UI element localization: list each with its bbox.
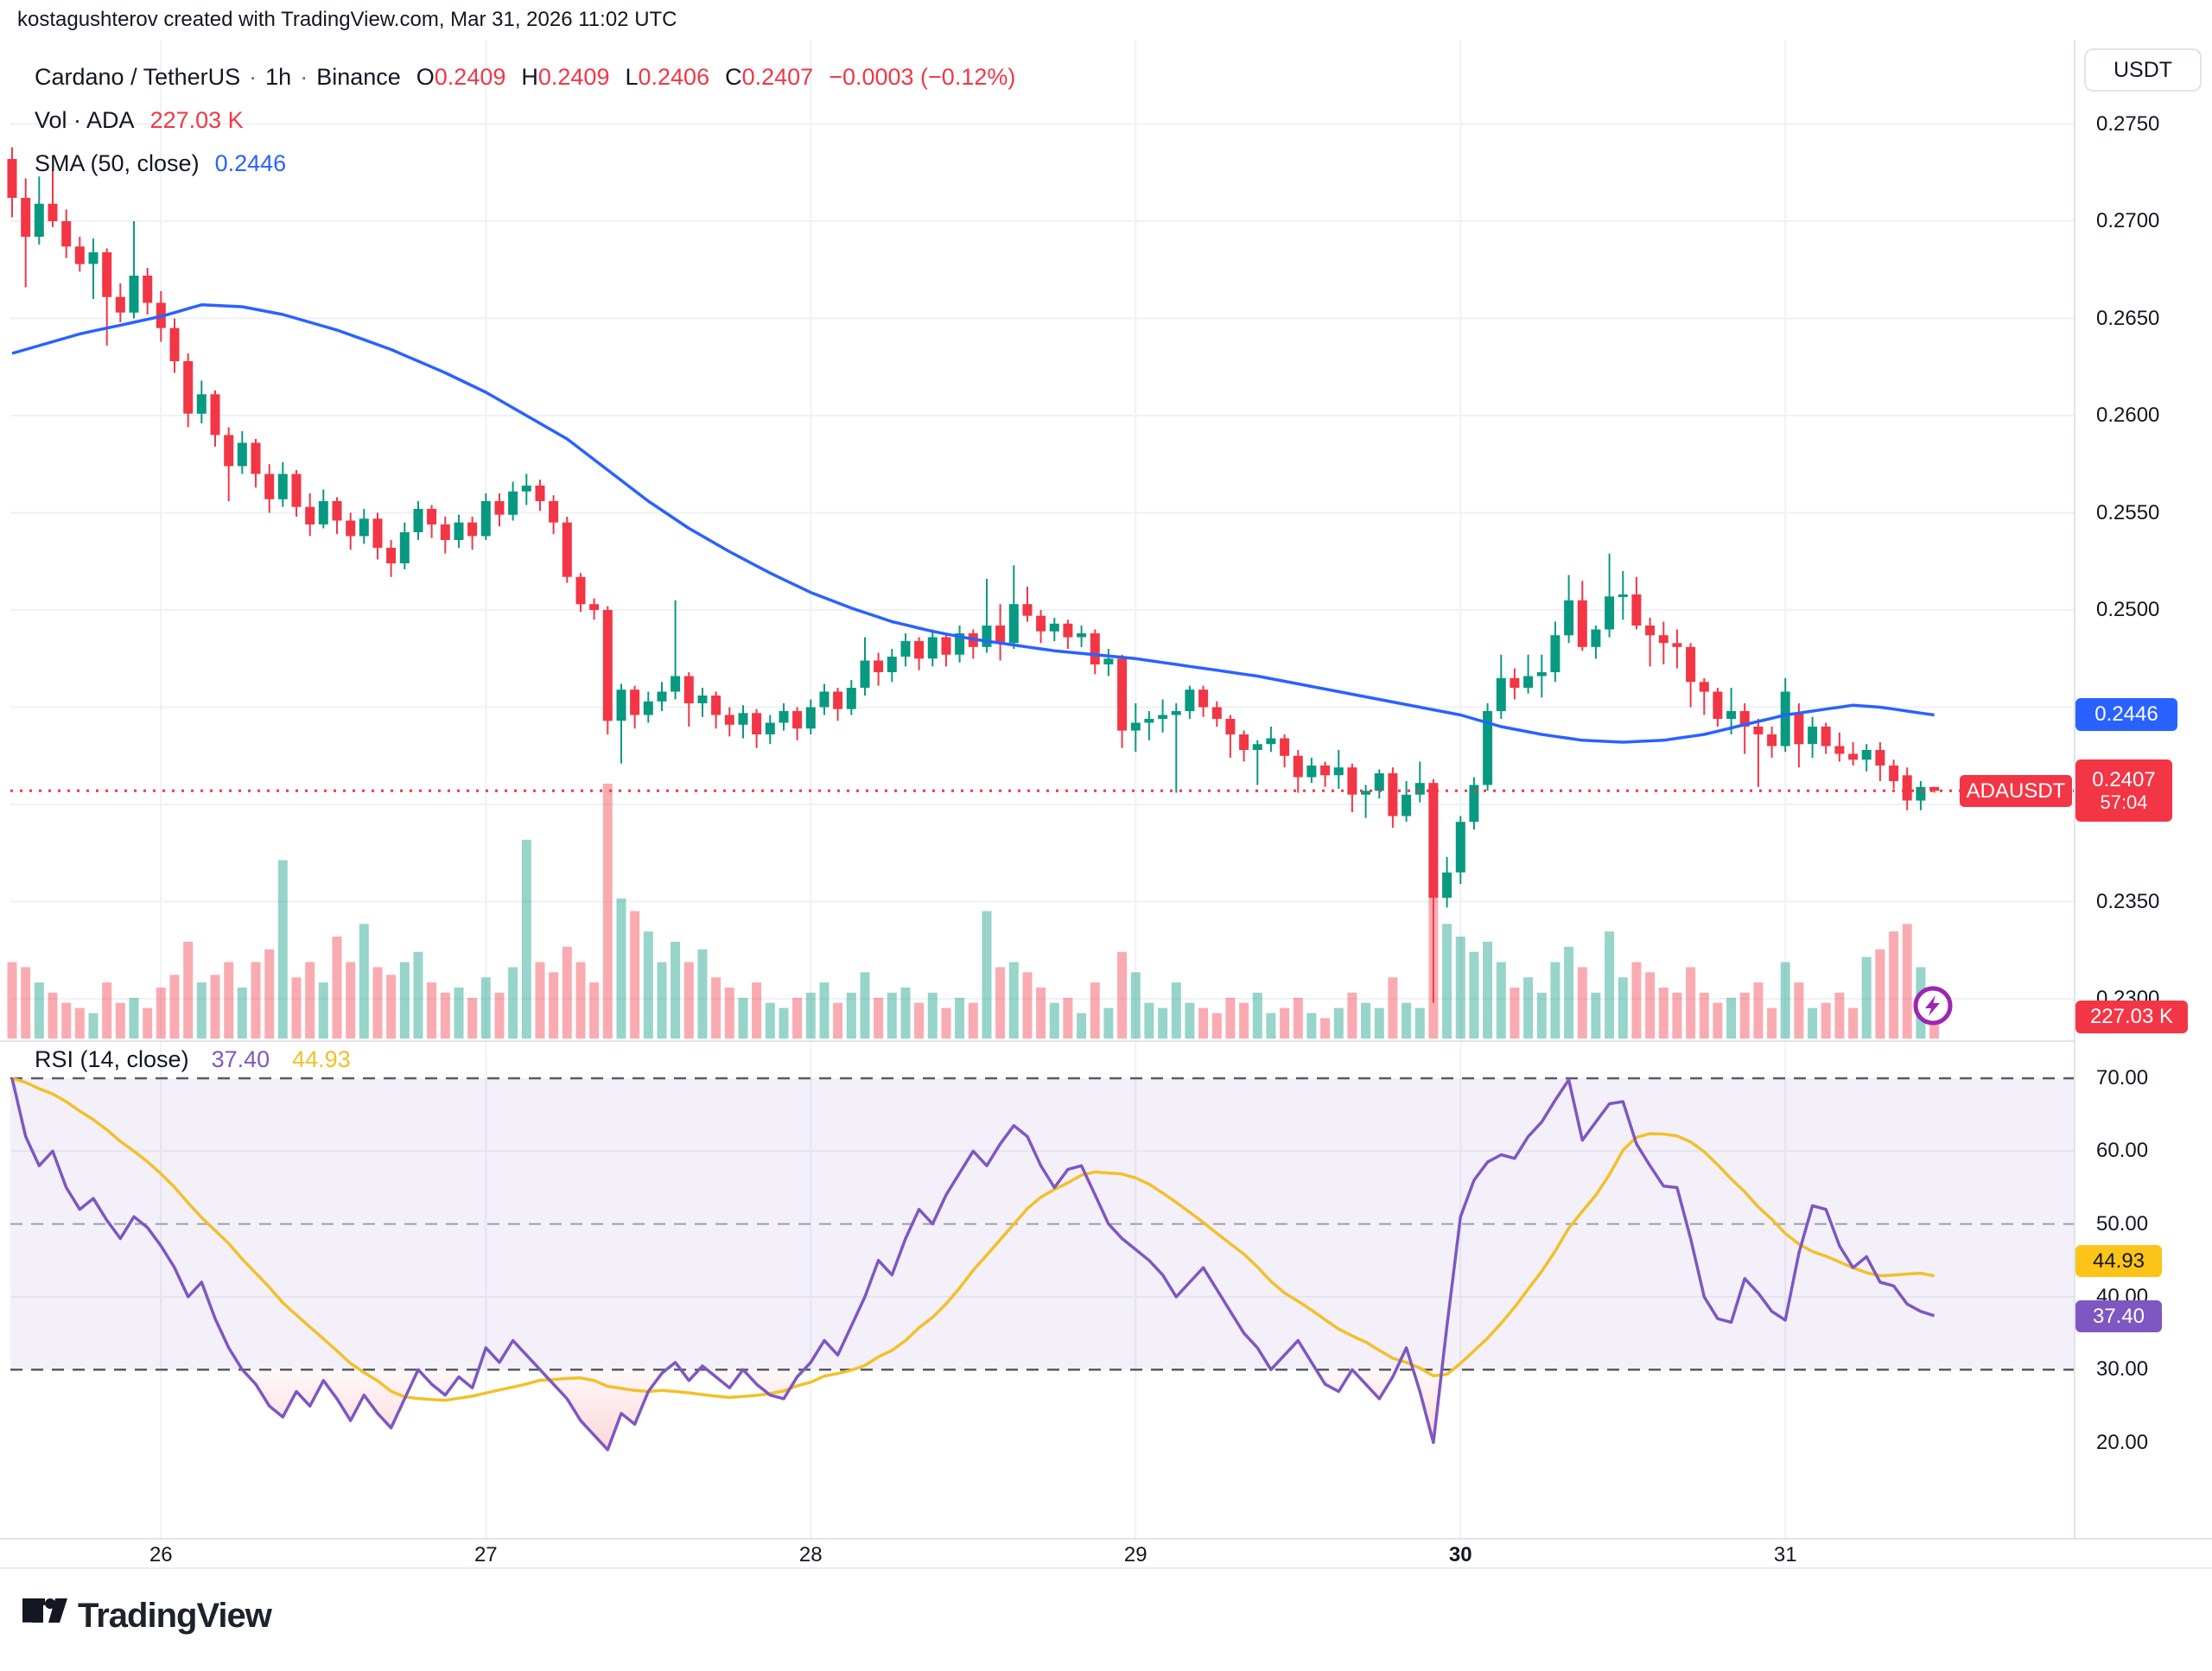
logo-wordmark: TradingView <box>78 1597 272 1635</box>
price-tick-label: 0.2550 <box>2096 500 2160 524</box>
ohlc-high: H0.2409 <box>521 63 610 90</box>
rsi-legend[interactable]: RSI (14, close) 37.40 44.93 <box>35 1046 373 1073</box>
rsi-tick-label: 20.00 <box>2096 1430 2149 1454</box>
bar-countdown: 57:04 <box>2100 791 2148 814</box>
rsi-tick-label: 70.00 <box>2096 1066 2149 1090</box>
legend-volume-row[interactable]: Vol · ADA 227.03 K <box>35 98 1015 142</box>
rsi-tick-label: 50.00 <box>2096 1211 2149 1236</box>
rsi-ma-value: 44.93 <box>292 1046 351 1072</box>
chart-legend: Cardano / TetherUS · 1h · Binance O0.240… <box>35 55 1015 185</box>
date-label: 28 <box>798 1543 823 1566</box>
price-change: −0.0003 (−0.12%) <box>829 63 1016 90</box>
rsi-badge: 37.40 <box>2075 1300 2162 1332</box>
price-tick-label: 0.2700 <box>2096 209 2160 232</box>
lightning-icon[interactable] <box>1907 980 1961 1033</box>
symbol-price-label: ADAUSDT <box>1960 775 2072 807</box>
legend-sma-row[interactable]: SMA (50, close) 0.2446 <box>35 142 1015 185</box>
attribution-text: kostagushterov created with TradingView.… <box>17 8 677 31</box>
ohlc-low: L0.2406 <box>625 63 710 90</box>
symbol-exchange[interactable]: Binance <box>316 63 401 90</box>
price-tick-label: 0.2750 <box>2096 111 2160 136</box>
rsi-value: 37.40 <box>211 1046 270 1072</box>
tradingview-logo[interactable]: TradingView <box>22 1597 272 1636</box>
header-bar: kostagushterov created with TradingView.… <box>0 0 2212 40</box>
symbol-title[interactable]: Cardano / TetherUS <box>35 63 241 90</box>
time-scale[interactable]: 26 27 28 29 30 31 <box>0 1538 2212 1569</box>
sma-price-badge: 0.2446 <box>2075 698 2177 731</box>
price-tick-label: 0.2350 <box>2096 889 2160 913</box>
date-label: 30 <box>1448 1543 1472 1566</box>
ohlc-close: C0.2407 <box>725 63 814 90</box>
rsi-tick-label: 30.00 <box>2096 1357 2149 1382</box>
price-tick-label: 0.2500 <box>2096 598 2160 621</box>
legend-separator: · <box>300 63 308 90</box>
rsi-title: RSI (14, close) <box>35 1046 189 1072</box>
sma-value: 0.2446 <box>214 149 287 176</box>
last-price-badge: 0.2407 57:04 <box>2075 759 2172 822</box>
date-label: 27 <box>474 1543 498 1566</box>
date-label: 26 <box>149 1543 173 1566</box>
legend-separator: · <box>249 63 257 90</box>
ohlc-open: O0.2409 <box>416 63 506 90</box>
sma-label: SMA (50, close) <box>35 149 200 176</box>
currency-label: USDT <box>2113 57 2173 82</box>
date-label: 29 <box>1123 1543 1147 1566</box>
last-price-value: 0.2407 <box>2092 767 2156 791</box>
date-label: 31 <box>1773 1543 1797 1566</box>
symbol-interval[interactable]: 1h <box>265 63 292 90</box>
currency-toggle-button[interactable]: USDT <box>2084 48 2202 92</box>
volume-label: Vol · ADA <box>35 106 135 133</box>
rsi-ma-badge: 44.93 <box>2075 1245 2162 1277</box>
legend-symbol-row[interactable]: Cardano / TetherUS · 1h · Binance O0.240… <box>35 55 1015 98</box>
volume-badge: 227.03 K <box>2075 1001 2188 1033</box>
tradingview-mark-icon <box>22 1598 67 1623</box>
price-tick-label: 0.2600 <box>2096 403 2160 427</box>
price-tick-label: 0.2650 <box>2096 306 2160 330</box>
rsi-tick-label: 60.00 <box>2096 1139 2149 1163</box>
volume-value: 227.03 K <box>149 106 244 133</box>
